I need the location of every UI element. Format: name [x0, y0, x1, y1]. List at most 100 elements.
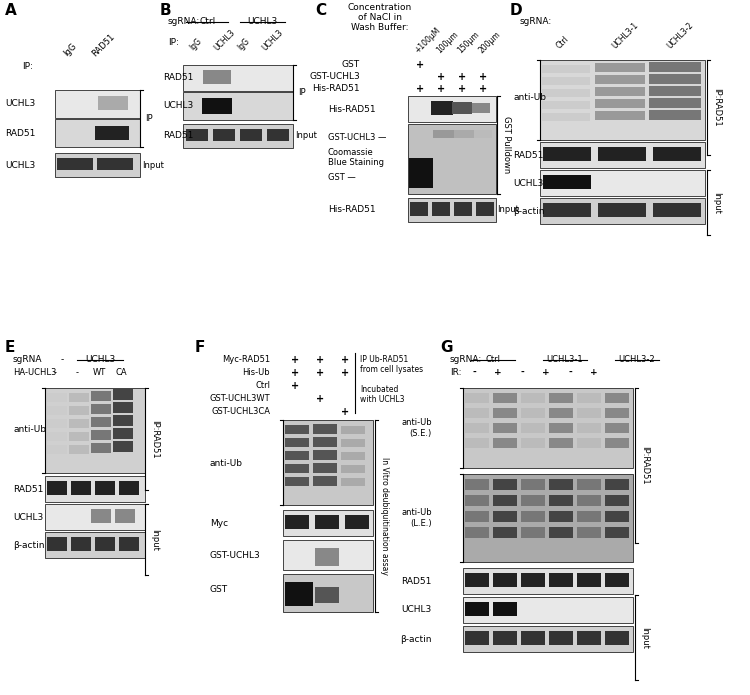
Text: Myc-RAD51: Myc-RAD51 [222, 355, 270, 364]
Text: IP:: IP: [168, 38, 178, 47]
Bar [649, 86, 701, 96]
Bar [115, 509, 135, 523]
Bar [549, 393, 573, 403]
Text: WT: WT [92, 368, 106, 377]
Bar [605, 408, 629, 418]
Text: RAD51: RAD51 [513, 151, 543, 159]
Bar [203, 70, 231, 84]
Bar [183, 124, 293, 148]
Bar [542, 101, 590, 109]
Bar [465, 495, 489, 506]
Bar [55, 90, 140, 118]
Bar [521, 479, 545, 490]
Bar [543, 175, 591, 189]
Text: RAD51: RAD51 [13, 484, 44, 493]
Text: Ctrl: Ctrl [255, 381, 270, 390]
Text: +: + [458, 72, 466, 82]
Bar [493, 393, 517, 403]
Bar [47, 419, 67, 428]
Bar [313, 476, 337, 486]
Text: +: + [437, 84, 445, 94]
Bar [549, 438, 573, 448]
Bar [69, 445, 89, 454]
Bar [493, 631, 517, 645]
Bar [465, 408, 489, 418]
Bar [521, 527, 545, 538]
Text: Blue Staining: Blue Staining [328, 158, 384, 167]
Text: Input: Input [142, 161, 164, 170]
Bar [341, 452, 365, 460]
Text: anti-Ub: anti-Ub [513, 92, 546, 101]
Bar [91, 443, 111, 453]
Bar [463, 597, 633, 623]
Text: UCHL3: UCHL3 [163, 101, 194, 111]
Bar [285, 515, 309, 529]
Bar [595, 75, 645, 84]
Bar [454, 202, 472, 216]
Bar [71, 481, 91, 495]
Text: UCHL3: UCHL3 [5, 99, 35, 108]
Bar [549, 495, 573, 506]
Bar [493, 511, 517, 522]
Bar [341, 478, 365, 486]
Text: +: + [494, 368, 502, 377]
Bar [69, 393, 89, 402]
Text: UCHL3: UCHL3 [5, 161, 35, 170]
Text: Myc: Myc [210, 518, 228, 528]
Bar [577, 393, 601, 403]
Text: with UCHL3: with UCHL3 [360, 395, 404, 404]
Bar [605, 438, 629, 448]
Text: Ctrl: Ctrl [200, 17, 216, 26]
Bar [605, 527, 629, 538]
Text: E: E [5, 340, 15, 355]
Text: UCHL3: UCHL3 [260, 28, 284, 52]
Bar [408, 198, 496, 222]
Text: UCHL3-1: UCHL3-1 [547, 355, 584, 364]
Text: +100μM: +100μM [413, 26, 442, 55]
Bar [91, 391, 111, 401]
Bar [540, 170, 705, 196]
Text: IP:RAD51: IP:RAD51 [712, 88, 721, 126]
Text: Concentration: Concentration [348, 3, 412, 12]
Text: sgRNA:: sgRNA: [450, 355, 482, 364]
Bar [577, 511, 601, 522]
Bar [91, 404, 111, 414]
Text: +: + [291, 355, 299, 365]
Text: Input: Input [150, 529, 159, 550]
Bar [493, 408, 517, 418]
Bar [577, 479, 601, 490]
Text: UCHL3: UCHL3 [85, 355, 116, 364]
Text: C: C [315, 3, 326, 18]
Bar [45, 476, 145, 502]
Text: +: + [316, 368, 324, 378]
Bar [493, 527, 517, 538]
Bar [521, 495, 545, 506]
Bar [649, 74, 701, 84]
Text: IP: IP [298, 88, 306, 97]
Bar [91, 430, 111, 440]
Bar [465, 438, 489, 448]
Bar [476, 202, 494, 216]
Text: +: + [437, 72, 445, 82]
Text: β-actin: β-actin [13, 541, 44, 550]
Bar [595, 87, 645, 96]
Text: 150μm: 150μm [456, 30, 482, 55]
Bar [463, 474, 633, 562]
Bar [55, 119, 140, 147]
Text: anti-Ub: anti-Ub [13, 425, 46, 434]
Bar [577, 438, 601, 448]
Text: GST: GST [342, 60, 360, 69]
Bar [493, 602, 517, 616]
Text: GST-UCHL3 —: GST-UCHL3 — [328, 133, 386, 142]
Text: +: + [316, 394, 324, 404]
Text: IP:RAD51: IP:RAD51 [150, 420, 159, 458]
Bar [119, 481, 139, 495]
Text: UCHL3-2: UCHL3-2 [619, 355, 656, 364]
Bar [55, 153, 140, 177]
Bar [45, 532, 145, 558]
Text: β-actin: β-actin [400, 635, 432, 644]
Bar [433, 130, 455, 138]
Bar [119, 537, 139, 551]
Bar [577, 423, 601, 433]
Bar [605, 495, 629, 506]
